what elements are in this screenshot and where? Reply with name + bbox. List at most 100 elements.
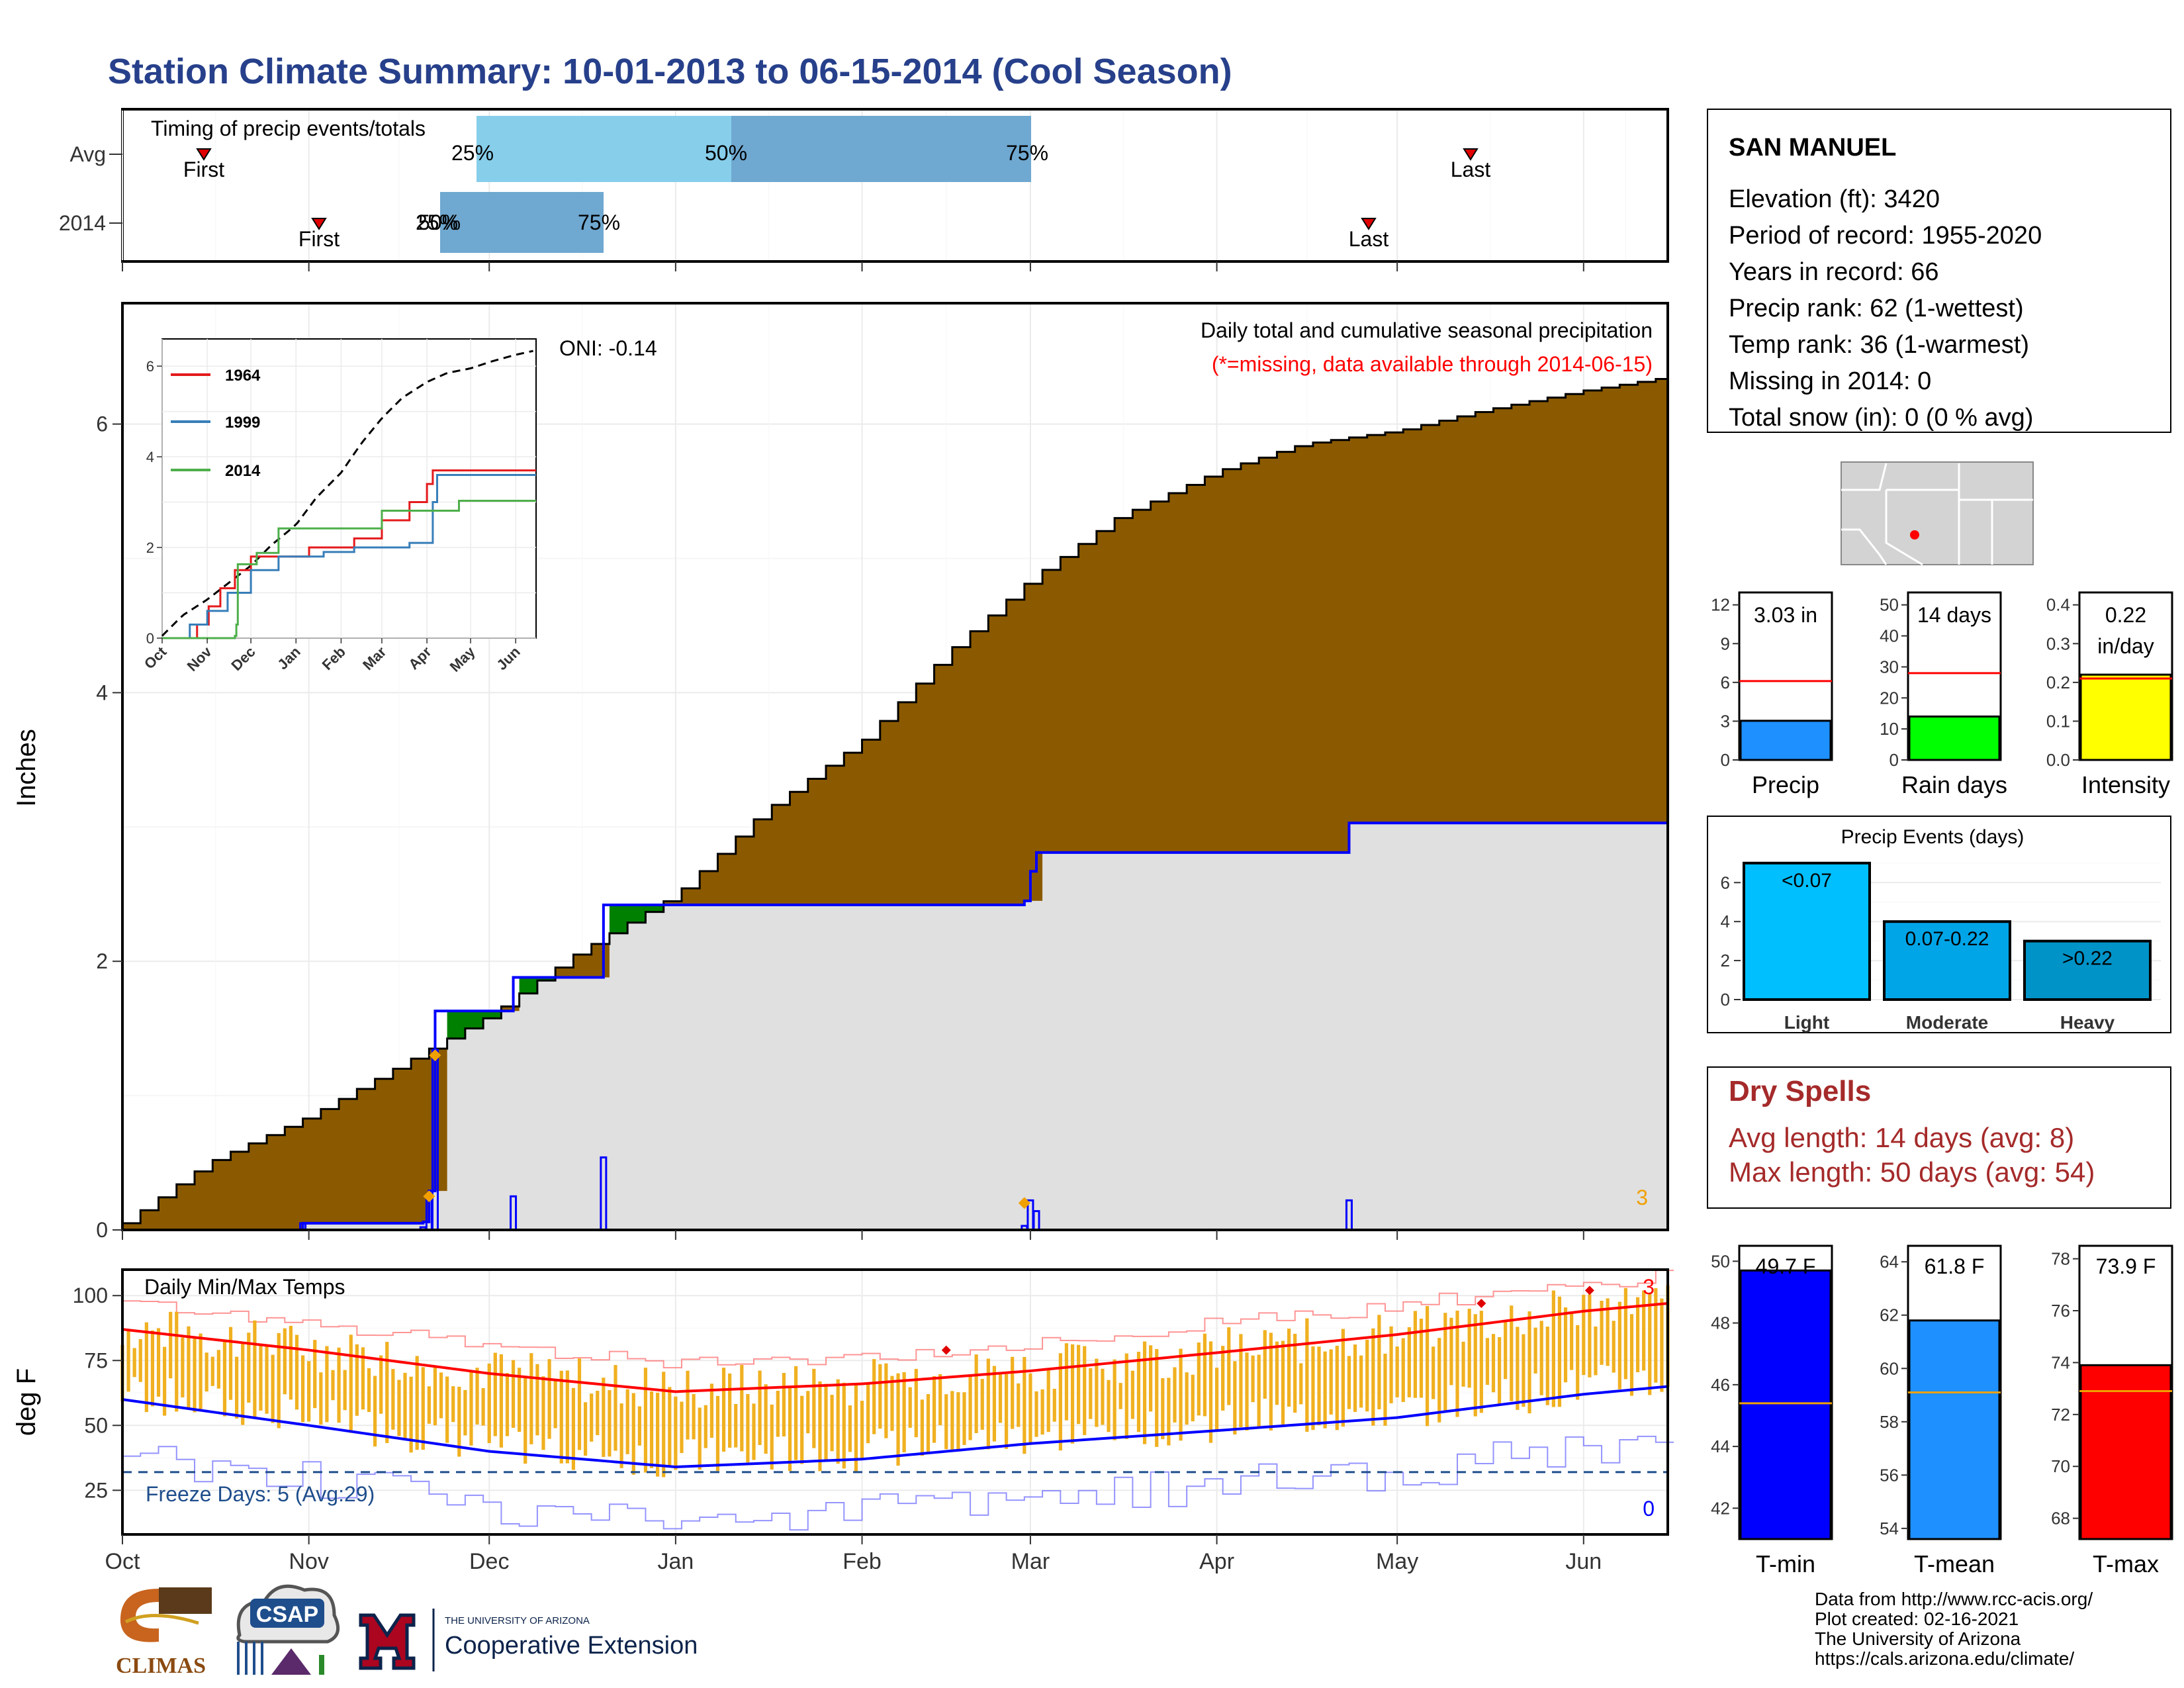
daily-temp-bar: [709, 1383, 713, 1438]
temp-summary-t-max: 68 70 72 74 76 78 73.9 F T-max: [2051, 1244, 2173, 1577]
locator-map: [1841, 461, 2034, 566]
daily-temp-bar: [590, 1393, 594, 1442]
oni-label: ONI: -0.14: [559, 336, 657, 360]
daily-temp-bar: [235, 1356, 239, 1419]
daily-temp-bar: [818, 1381, 822, 1472]
temp-summary-bar: [1908, 1319, 2001, 1540]
logo-climas: CLIMAS: [109, 1585, 212, 1678]
daily-temp-bar: [608, 1390, 612, 1457]
daily-temp-bar: [649, 1391, 654, 1468]
daily-temp-bar: [331, 1370, 335, 1401]
mini-bar-label: Precip: [1752, 771, 1819, 798]
daily-temp-bar: [980, 1379, 984, 1430]
precip-y-ticks: 0 2 4 6: [96, 412, 122, 1242]
station-period: Period of record: 1955-2020: [1729, 222, 2042, 250]
month-tick-label: Apr: [1199, 1549, 1234, 1574]
daily-temp-bar: [289, 1325, 293, 1400]
avg-min-line: [122, 1385, 1668, 1469]
temp-caption: Daily Min/Max Temps: [144, 1275, 345, 1299]
daily-temp-bar: [475, 1368, 479, 1425]
precip-events-title: Precip Events (days): [1841, 826, 2025, 848]
daily-temp-bar: [463, 1389, 467, 1436]
daily-temp-bar: [614, 1365, 617, 1451]
daily-temp-bar: [511, 1360, 516, 1428]
events-y-tick-label: 2: [1721, 951, 1730, 970]
temp-summary-t-mean: 54 56 58 60 62 64 61.8 F T-mean: [1880, 1244, 2002, 1577]
daily-temp-bar: [1473, 1314, 1477, 1417]
daily-temp-bar: [307, 1361, 311, 1422]
daily-temp-bars: [120, 1285, 1670, 1477]
mini-bar-tick-label: 0.1: [2046, 711, 2070, 731]
daily-temp-bar: [313, 1340, 317, 1409]
daily-temp-bar: [1359, 1355, 1363, 1408]
daily-temp-bar: [619, 1403, 623, 1468]
precip-panel: 0 2 4 6 Inches Daily total and cumulative s…: [12, 302, 1669, 1242]
inset-y-tick-label: 0: [146, 630, 154, 647]
timing-avg-75: 75%: [1006, 141, 1048, 165]
daily-temp-bar: [451, 1386, 455, 1423]
daily-temp-bar: [860, 1401, 864, 1459]
daily-temp-bar: [1004, 1374, 1009, 1449]
daily-temp-bar: [746, 1393, 750, 1463]
mini-bar-tick-label: 0.3: [2046, 633, 2070, 653]
daily-temp-bar: [1208, 1341, 1213, 1443]
daily-temp-bar: [283, 1328, 287, 1395]
daily-temp-bar: [1533, 1327, 1537, 1374]
daily-temp-bar: [1401, 1338, 1405, 1402]
daily-temp-bar: [680, 1401, 684, 1454]
timing-avg-last-marker: [1463, 148, 1479, 161]
record-low-count: 0: [1643, 1497, 1655, 1521]
temp-y-tick-label: 75: [84, 1348, 108, 1372]
daily-temp-bar: [1365, 1339, 1369, 1412]
daily-temp-bar: [926, 1393, 931, 1452]
daily-temp-bar: [1275, 1341, 1279, 1405]
daily-temp-bar: [300, 1355, 305, 1423]
daily-temp-bar: [1167, 1378, 1171, 1446]
month-tick-label: Oct: [105, 1549, 140, 1574]
daily-temp-bar: [1467, 1309, 1471, 1388]
climas-logo-block: [159, 1587, 212, 1614]
daily-temp-bar: [1142, 1341, 1147, 1444]
logo-csap: CSAP: [236, 1584, 340, 1675]
daily-temp-bar: [1257, 1354, 1261, 1427]
daily-temp-bar: [1395, 1346, 1399, 1397]
daily-temp-bar: [1419, 1319, 1424, 1398]
timing-x-ticks: [122, 261, 1584, 271]
daily-temp-bar: [637, 1406, 641, 1446]
daily-temp-bar: [643, 1368, 648, 1473]
daily-temp-bar: [210, 1356, 214, 1386]
daily-temp-bar: [259, 1345, 263, 1411]
daily-temp-bar: [343, 1370, 347, 1411]
precip-event-bar: [2023, 939, 2152, 1001]
daily-temp-bar: [367, 1368, 371, 1413]
daily-temp-bar: [631, 1393, 635, 1475]
daily-temp-bar: [1377, 1315, 1381, 1409]
map-state-borders: [1841, 463, 2033, 566]
temp-summary-tick-label: 68: [2051, 1509, 2070, 1528]
temp-summary-bar: [1739, 1269, 1832, 1540]
daily-temp-bar: [1606, 1298, 1610, 1366]
daily-temp-bar: [518, 1368, 522, 1432]
dry-spells-max: Max length: 50 days (avg: 54): [1729, 1156, 2095, 1188]
daily-temp-bar: [247, 1333, 251, 1403]
daily-temp-bar: [686, 1370, 690, 1440]
mini-bar-label: Intensity: [2081, 771, 2170, 798]
daily-temp-bar: [1155, 1348, 1159, 1447]
inset-line-1999: [162, 473, 536, 639]
daily-temp-bar: [1660, 1298, 1664, 1392]
footer-credits: Data from http://www.rcc-acis.org/ Plot …: [1815, 1589, 2093, 1669]
temp-ylabel: deg F: [12, 1368, 41, 1436]
daily-temp-bar: [1654, 1288, 1658, 1383]
daily-temp-bar: [577, 1358, 582, 1450]
temp-summary-bars: 42 44 46 48 50 49.7 F T-min 54 56 58 60 62 64 61.8 F T…: [1711, 1244, 2173, 1577]
daily-temp-bar: [505, 1373, 510, 1436]
temp-summary-value-label: 73.9 F: [2096, 1254, 2156, 1278]
daily-temp-bar: [1425, 1306, 1430, 1427]
temp-summary-tick-label: 42: [1711, 1498, 1730, 1518]
observed-cumulative-line: [122, 821, 1668, 1231]
csap-logo-mountain: [271, 1648, 311, 1675]
daily-temp-bar: [571, 1387, 576, 1470]
station-info-frame: [1707, 109, 2171, 433]
daily-temp-bar: [1623, 1288, 1628, 1380]
